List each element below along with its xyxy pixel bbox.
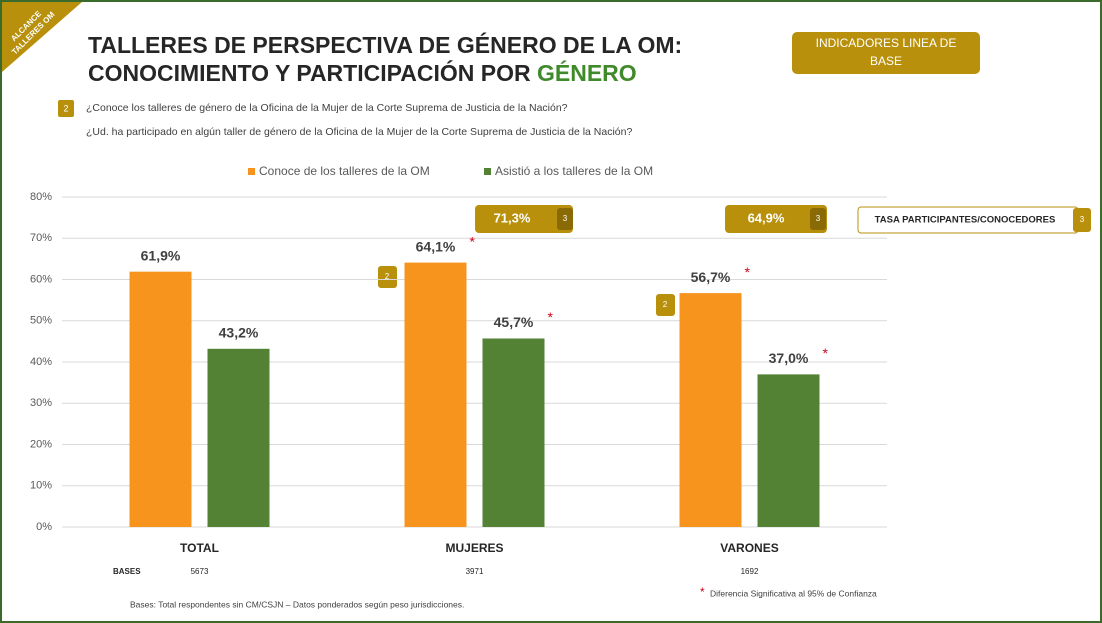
legend-swatch: [484, 168, 491, 175]
question: ¿Conoce los talleres de género de la Ofi…: [86, 102, 568, 114]
legend-swatch: [248, 168, 255, 175]
rate-number: 3: [563, 214, 568, 223]
base-count: 5673: [191, 567, 209, 576]
value-label: 43,2%: [219, 325, 259, 341]
rate-label: 71,3%: [494, 210, 531, 225]
base-count: 3971: [466, 567, 484, 576]
bar: [404, 262, 467, 527]
title-line: TALLERES DE PERSPECTIVA DE GÉNERO DE LA …: [88, 31, 682, 58]
value-label: 64,1%: [416, 238, 456, 254]
bar-badge: [656, 294, 675, 316]
rate-number-badge: [810, 208, 826, 230]
question-badge: [58, 100, 74, 117]
x-tick-label: TOTAL: [180, 541, 219, 555]
value-label: 56,7%: [691, 269, 731, 285]
indicator-button: [792, 32, 980, 74]
title-highlight: GÉNERO: [537, 59, 637, 86]
bar-badge-text: 2: [663, 300, 668, 309]
bar-badge-text: 2: [385, 272, 390, 281]
footnote: Bases: Total respondentes sin CM/CSJN – …: [130, 599, 464, 609]
rate-legend-number: 3: [1080, 215, 1085, 224]
significance-note: *: [470, 233, 476, 249]
title-part: CONOCIMIENTO Y PARTICIPACIÓN POR: [88, 59, 537, 86]
y-tick-label: 0%: [36, 521, 52, 533]
x-tick-label: VARONES: [720, 541, 778, 555]
y-tick-label: 10%: [30, 480, 52, 492]
y-tick-label: 20%: [30, 438, 52, 450]
title-line: CONOCIMIENTO Y PARTICIPACIÓN POR GÉNERO: [88, 59, 637, 86]
significance-text: Diferencia Significativa al 95% de Confi…: [710, 588, 877, 598]
question-number: 2: [63, 103, 68, 113]
legend-label: Asistió a los talleres de la OM: [495, 164, 653, 178]
rate-label: 64,9%: [748, 210, 785, 225]
rate-legend-label: TASA PARTICIPANTES/CONOCEDORES: [875, 215, 1056, 226]
y-tick-label: 50%: [30, 315, 52, 327]
y-tick-label: 40%: [30, 356, 52, 368]
bases-label: BASES: [113, 567, 141, 576]
x-tick-label: MUJERES: [445, 541, 503, 555]
rate-number: 3: [816, 214, 821, 223]
button-text: INDICADORES LINEA DE: [816, 36, 957, 50]
rate-badge: [475, 205, 573, 233]
bar: [207, 348, 270, 527]
significance-note: *: [548, 309, 554, 325]
corner-badge: [2, 2, 82, 72]
value-label: 37,0%: [769, 350, 809, 366]
y-tick-label: 70%: [30, 232, 52, 244]
value-label: 45,7%: [494, 314, 534, 330]
bar-badge: [378, 266, 397, 288]
significance-note: *: [823, 345, 829, 361]
button-text: BASE: [870, 54, 902, 68]
base-count: 1692: [741, 567, 759, 576]
rate-number-badge: [557, 208, 573, 230]
bar: [129, 271, 192, 527]
legend-label: Conoce de los talleres de la OM: [259, 164, 430, 178]
bar: [757, 374, 820, 527]
y-tick-label: 80%: [30, 191, 52, 203]
y-tick-label: 30%: [30, 397, 52, 409]
y-tick-label: 60%: [30, 273, 52, 285]
bar: [679, 293, 742, 527]
significance-note: *: [745, 264, 751, 280]
significance-mark: *: [700, 585, 705, 599]
rate-legend-number-badge: [1073, 208, 1091, 232]
question: ¿Ud. ha participado en algún taller de g…: [86, 126, 632, 138]
value-label: 61,9%: [141, 247, 181, 263]
bar: [482, 338, 545, 527]
rate-badge: [725, 205, 827, 233]
